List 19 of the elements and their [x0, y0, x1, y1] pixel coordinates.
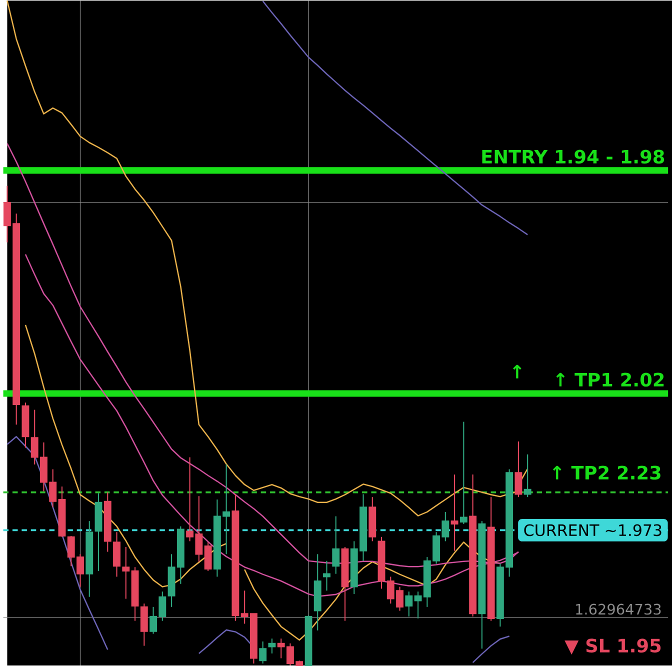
ref-line-label: ENTRY 1.94 - 1.98 [482, 150, 664, 164]
ref-line-label: ↑ TP1 2.02 [556, 372, 664, 387]
candlestick [268, 638, 276, 654]
candlestick [332, 516, 340, 574]
candlestick [113, 532, 120, 578]
candlestick [524, 454, 532, 498]
candlestick [259, 640, 267, 664]
candlestick [514, 440, 522, 498]
candlestick [450, 474, 458, 552]
ref-line-label: CURRENT ~1.973 [524, 524, 662, 536]
text: ▼ SL 1.95 [564, 638, 661, 655]
candlestick [122, 546, 130, 600]
candlestick [405, 591, 413, 618]
candlestick [460, 421, 468, 524]
candlestick [204, 542, 212, 572]
text: 1.62964733 [576, 604, 661, 615]
text: ↑ TP2 2.23 [552, 466, 660, 480]
annotation: ↑ [513, 364, 522, 378]
candlestick [323, 560, 330, 592]
